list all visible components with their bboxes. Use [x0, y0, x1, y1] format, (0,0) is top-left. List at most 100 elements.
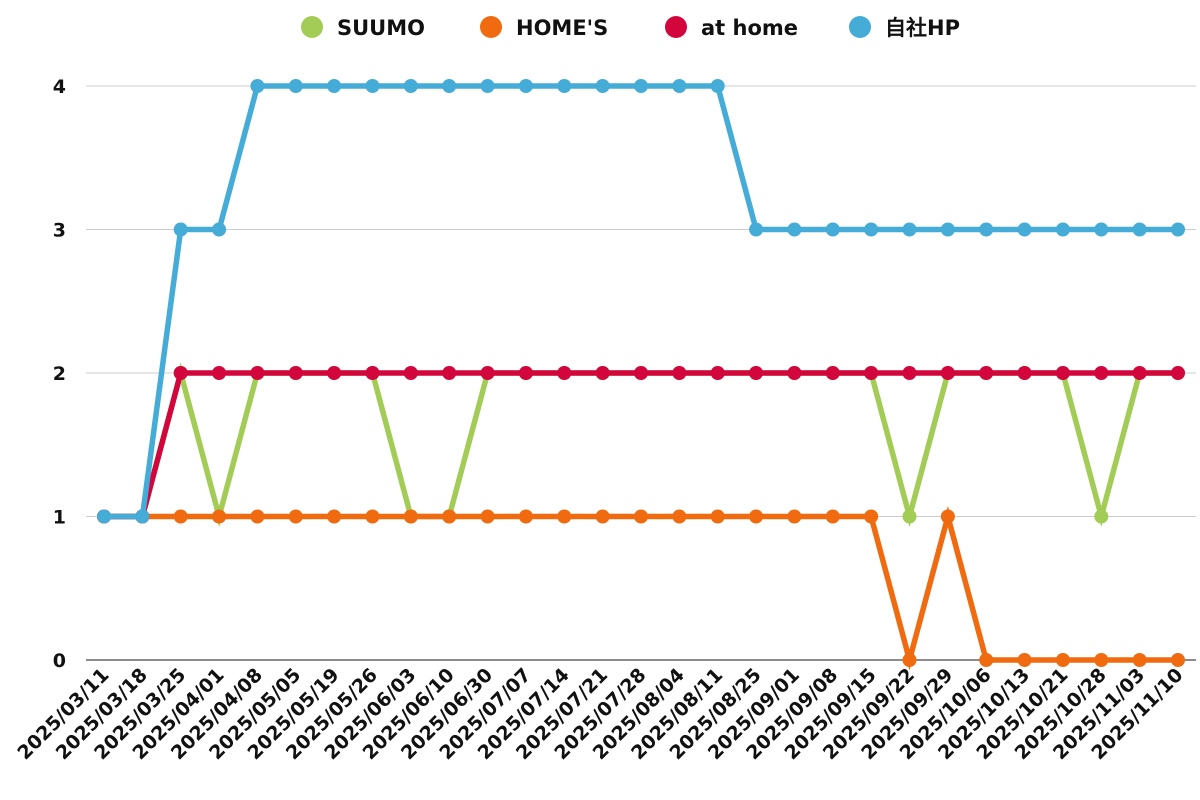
- data-point: [902, 653, 917, 667]
- data-point: [518, 79, 533, 93]
- data-point: [480, 509, 495, 524]
- data-point: [365, 79, 380, 93]
- data-point: [710, 366, 725, 380]
- data-point: [672, 509, 687, 524]
- data-point: [1171, 653, 1185, 667]
- data-point: [327, 366, 342, 380]
- series-1: [97, 505, 1185, 671]
- data-point: [1094, 222, 1109, 237]
- data-point: [365, 366, 380, 380]
- data-point: [595, 79, 610, 93]
- data-point: [212, 222, 227, 237]
- legend-marker: [301, 16, 323, 38]
- data-point: [1017, 222, 1032, 237]
- legend-label: at home: [701, 16, 798, 40]
- data-point: [787, 222, 802, 237]
- y-tick-label: 0: [53, 650, 66, 672]
- series-2: [97, 366, 1185, 524]
- legend-marker: [480, 16, 502, 38]
- data-point: [1132, 222, 1147, 237]
- data-point: [787, 366, 802, 380]
- data-point: [902, 222, 917, 237]
- data-point: [825, 509, 840, 524]
- data-point: [288, 509, 303, 524]
- y-axis-ticks: 0 1 2 3 4: [53, 76, 66, 672]
- data-point: [864, 366, 879, 380]
- data-point: [173, 366, 188, 380]
- data-point: [1132, 653, 1147, 667]
- data-point: [1171, 222, 1185, 237]
- y-tick-label: 3: [53, 220, 66, 242]
- series-3: [97, 79, 1185, 524]
- data-point: [403, 509, 418, 524]
- data-point: [1132, 366, 1147, 380]
- data-point: [403, 366, 418, 380]
- series-lines: [97, 79, 1185, 671]
- data-point: [1017, 366, 1032, 380]
- y-tick-label: 4: [53, 76, 66, 98]
- data-point: [749, 222, 764, 237]
- data-point: [288, 366, 303, 380]
- series-line: [101, 505, 1181, 671]
- data-point: [1055, 653, 1070, 667]
- data-point: [250, 79, 265, 93]
- data-point: [557, 366, 572, 380]
- series-line: [101, 370, 1181, 520]
- series-line: [101, 362, 1181, 528]
- legend-label: 自社HP: [885, 16, 960, 40]
- data-point: [327, 509, 342, 524]
- data-point: [825, 366, 840, 380]
- data-point: [940, 222, 955, 237]
- data-point: [442, 79, 457, 93]
- data-point: [634, 79, 648, 93]
- data-point: [940, 366, 955, 380]
- legend-marker: [849, 16, 871, 38]
- data-point: [365, 509, 380, 524]
- data-point: [825, 222, 840, 237]
- data-point: [1094, 366, 1109, 380]
- data-point: [1171, 366, 1185, 380]
- data-point: [518, 366, 533, 380]
- data-point: [595, 509, 610, 524]
- data-point: [212, 509, 227, 524]
- data-point: [979, 653, 994, 667]
- series-line: [101, 83, 1181, 520]
- data-point: [634, 509, 648, 524]
- x-axis-ticks: 2025/03/112025/03/182025/03/252025/04/01…: [13, 664, 1187, 764]
- data-point: [1094, 653, 1109, 667]
- data-point: [710, 509, 725, 524]
- legend-label: SUUMO: [337, 16, 425, 40]
- data-point: [250, 366, 265, 380]
- data-point: [212, 366, 227, 380]
- data-point: [902, 366, 917, 380]
- data-point: [480, 79, 495, 93]
- legend: SUUMO HOME'S at home 自社HP: [301, 16, 960, 40]
- data-point: [710, 79, 725, 93]
- data-point: [250, 509, 265, 524]
- data-point: [173, 222, 188, 237]
- data-point: [902, 509, 917, 524]
- data-point: [442, 366, 457, 380]
- series-0: [97, 362, 1185, 528]
- data-point: [979, 222, 994, 237]
- data-point: [864, 222, 879, 237]
- data-point: [979, 366, 994, 380]
- data-point: [595, 366, 610, 380]
- data-point: [864, 509, 879, 524]
- data-point: [749, 509, 764, 524]
- data-point: [1017, 653, 1032, 667]
- data-point: [288, 79, 303, 93]
- data-point: [442, 509, 457, 524]
- data-point: [403, 79, 418, 93]
- data-point: [557, 79, 572, 93]
- y-tick-label: 1: [53, 507, 66, 529]
- data-point: [749, 366, 764, 380]
- data-point: [787, 509, 802, 524]
- legend-marker: [665, 16, 687, 38]
- data-point: [557, 509, 572, 524]
- y-tick-label: 2: [53, 363, 66, 385]
- data-point: [1055, 366, 1070, 380]
- legend-label: HOME'S: [516, 16, 608, 40]
- data-point: [672, 366, 687, 380]
